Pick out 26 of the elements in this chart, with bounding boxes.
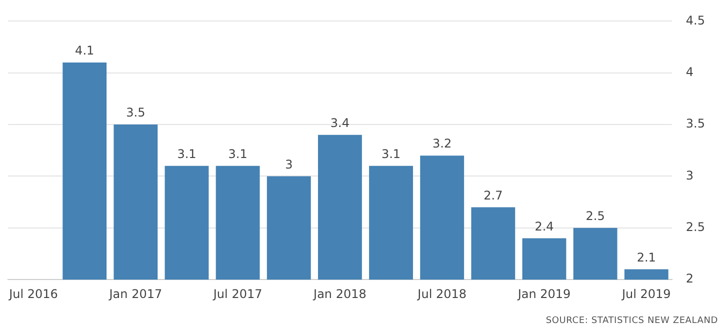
data-label: 3	[285, 157, 293, 172]
source-note: SOURCE: STATISTICS NEW ZEALAND	[544, 316, 718, 326]
y-tick-label: 4.5	[686, 13, 706, 28]
x-tick-label: Jan 2018	[312, 286, 366, 301]
x-tick-label: Jul 2019	[620, 286, 671, 301]
data-label: 3.2	[432, 136, 452, 151]
y-tick-label: 2	[686, 272, 694, 286]
x-tick-label: Jul 2017	[212, 286, 262, 301]
data-label: 2.4	[534, 219, 554, 234]
data-label: 4.1	[75, 44, 94, 58]
data-label: 3.1	[381, 147, 401, 162]
data-label: 3.4	[330, 116, 350, 130]
y-tick-label: 4	[686, 65, 694, 80]
data-label: 2.1	[636, 250, 656, 264]
data-label: 3.5	[126, 106, 146, 120]
data-label: 2.7	[484, 188, 503, 202]
y-tick-label: 2.5	[686, 220, 706, 234]
y-tick-label: 3.5	[686, 116, 706, 131]
x-tick-label: Jan 2019	[516, 286, 571, 301]
x-tick-label: Jan 2017	[108, 286, 162, 301]
x-tick-label: Jul 2016	[8, 286, 58, 301]
data-label: 3.1	[228, 147, 248, 162]
data-label: 3.1	[177, 147, 196, 162]
y-tick-label: 3	[686, 168, 694, 182]
x-tick-label: Jul 2018	[416, 286, 467, 301]
data-label: 2.5	[586, 209, 605, 224]
